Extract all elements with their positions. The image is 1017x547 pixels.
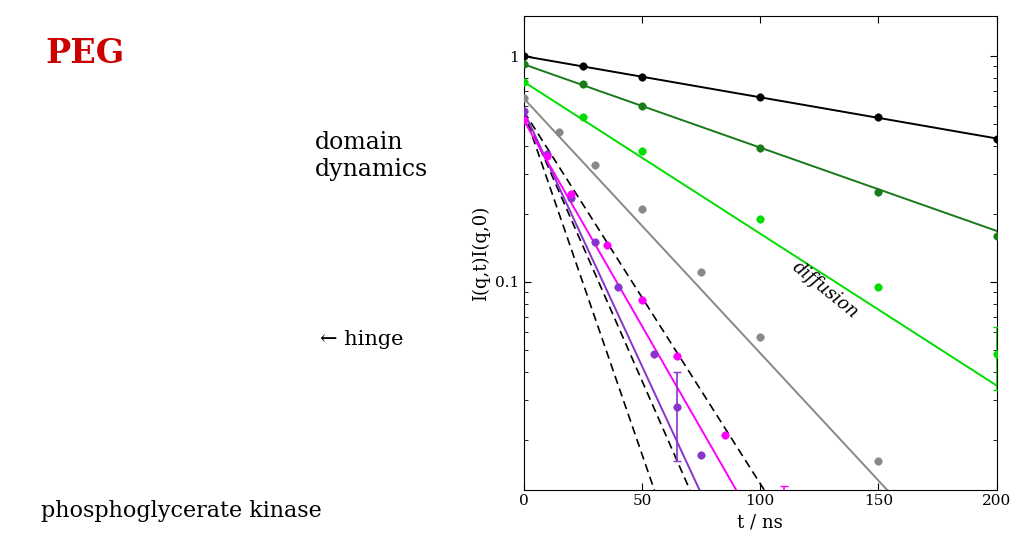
Text: ← hinge: ← hinge [320, 330, 404, 348]
Text: diffusion: diffusion [788, 258, 861, 322]
Text: PEG: PEG [46, 37, 125, 70]
Text: domain
dynamics: domain dynamics [315, 131, 428, 181]
X-axis label: t / ns: t / ns [737, 514, 783, 532]
Text: phosphoglycerate kinase: phosphoglycerate kinase [41, 500, 321, 522]
Y-axis label: I(q,t)I(q,0): I(q,t)I(q,0) [472, 205, 490, 301]
